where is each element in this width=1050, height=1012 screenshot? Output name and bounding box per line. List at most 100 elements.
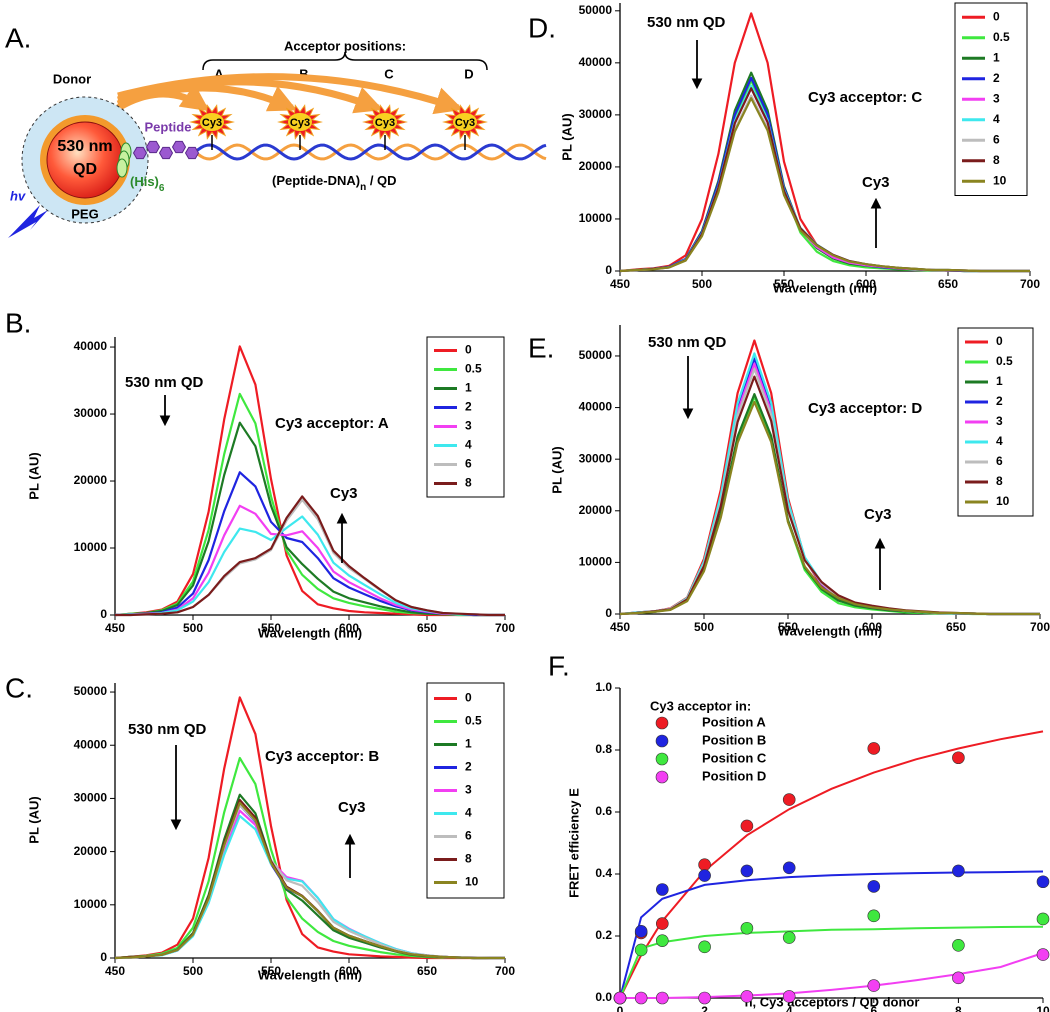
acceptor-label: Cy3 — [290, 117, 310, 129]
fit-line — [619, 925, 1044, 999]
legend-label: 6 — [465, 829, 472, 843]
y-tick-label: 0 — [605, 606, 612, 620]
x-tick-label: 700 — [495, 621, 515, 635]
legend-marker — [655, 734, 669, 748]
legend-label: 8 — [465, 476, 472, 490]
y-tick-label: 40000 — [74, 737, 108, 751]
y-tick-label: 0 — [100, 950, 107, 964]
data-point — [698, 991, 711, 1005]
data-point — [782, 861, 796, 875]
y-tick-label: 30000 — [74, 791, 108, 805]
legend-label: 0 — [465, 343, 472, 357]
panel-label: C. — [5, 672, 33, 703]
y-tick-label: 20000 — [579, 159, 613, 173]
x-tick-label: 700 — [495, 964, 515, 978]
spectrum-line — [619, 97, 1030, 273]
x-tick-label: 700 — [1020, 277, 1040, 291]
peptide-residue — [171, 140, 187, 154]
x-tick-label: 450 — [105, 621, 125, 635]
data-point — [698, 940, 711, 954]
peg-label: PEG — [71, 206, 98, 221]
data-point — [740, 990, 754, 1003]
y-tick-label: 30000 — [74, 406, 108, 420]
y-tick-label: 20000 — [74, 844, 108, 858]
excitation-bolt — [8, 205, 48, 238]
y-tick-label: 40000 — [74, 339, 108, 353]
legend-label: 4 — [465, 806, 472, 820]
data-point — [655, 991, 669, 1005]
his-tag — [116, 142, 132, 178]
x-tick-label: 6 — [870, 1004, 877, 1012]
legend-label: 4 — [996, 434, 1003, 448]
y-tick-label: 0.8 — [595, 742, 612, 756]
legend-label: 3 — [996, 414, 1003, 428]
y-tick-label: 1.0 — [595, 680, 612, 694]
y-tick-label: 0.2 — [595, 928, 612, 942]
acceptor-core — [200, 113, 224, 131]
y-tick-label: 50000 — [579, 348, 613, 362]
y-axis-label: PL (AU) — [549, 446, 564, 493]
y-tick-label: 0 — [605, 263, 612, 277]
data-point — [740, 819, 754, 833]
legend-label: 8 — [996, 474, 1003, 488]
legend-label: 0.5 — [465, 362, 482, 376]
x-tick-label: 500 — [183, 621, 203, 635]
legend-label: 4 — [993, 112, 1000, 126]
legend-label: Position C — [702, 750, 767, 765]
qd-label: QD — [73, 161, 97, 178]
legend-label: 8 — [993, 153, 1000, 167]
legend-label: 0 — [465, 691, 472, 705]
x-tick-label: 2 — [701, 1004, 708, 1012]
data-point — [613, 991, 627, 1005]
x-axis-label: Wavelength (nm) — [258, 967, 362, 982]
peptide-chain — [132, 140, 200, 160]
data-point — [698, 869, 711, 882]
y-tick-label: 0.0 — [595, 990, 612, 1004]
x-tick-label: 10 — [1036, 1004, 1050, 1012]
data-point — [867, 979, 881, 992]
spectrum-line — [115, 495, 505, 617]
dna-strand — [194, 143, 547, 161]
y-tick-label: 40000 — [579, 400, 613, 414]
donor-label: Donor — [53, 71, 91, 86]
x-tick-label: 550 — [261, 621, 281, 635]
y-tick-label: 40000 — [579, 55, 613, 69]
x-tick-label: 600 — [339, 621, 359, 635]
x-tick-label: 650 — [417, 964, 437, 978]
legend-label: 0.5 — [996, 354, 1013, 368]
x-tick-label: 500 — [694, 620, 714, 634]
legend-label: 10 — [996, 494, 1010, 508]
y-tick-label: 10000 — [74, 897, 108, 911]
data-point — [740, 921, 754, 935]
legend-label: 8 — [465, 852, 472, 866]
legend-label: 10 — [465, 875, 479, 889]
x-tick-label: 600 — [856, 277, 876, 291]
dna-strand — [194, 143, 547, 161]
construct-suffix: / QD — [366, 173, 396, 188]
data-point — [1036, 875, 1050, 889]
peptide-label: Peptide — [145, 119, 192, 134]
legend-box — [426, 336, 505, 498]
position-label: B — [299, 66, 308, 81]
legend-label: 1 — [465, 737, 472, 751]
x-tick-label: 600 — [862, 620, 882, 634]
legend-marker — [655, 752, 669, 766]
x-tick-label: 450 — [610, 277, 630, 291]
data-point — [952, 864, 965, 878]
y-axis-label: FRET efficiency E — [566, 788, 581, 898]
data-point — [634, 943, 648, 957]
acceptor-core — [288, 113, 312, 131]
x-tick-label: 8 — [955, 1004, 962, 1012]
x-tick-label: 0 — [617, 1004, 624, 1012]
legend-marker — [655, 770, 669, 784]
x-tick-label: 550 — [778, 620, 798, 634]
data-point — [782, 931, 796, 944]
data-point — [634, 925, 648, 938]
legend-label: 4 — [465, 438, 472, 452]
x-tick-label: 500 — [183, 964, 203, 978]
annotation: Cy3 acceptor: A — [275, 415, 389, 432]
legend-label: 2 — [465, 760, 472, 774]
acceptor-core — [453, 113, 477, 131]
panel-label: B. — [5, 307, 31, 338]
data-point — [634, 991, 648, 1005]
